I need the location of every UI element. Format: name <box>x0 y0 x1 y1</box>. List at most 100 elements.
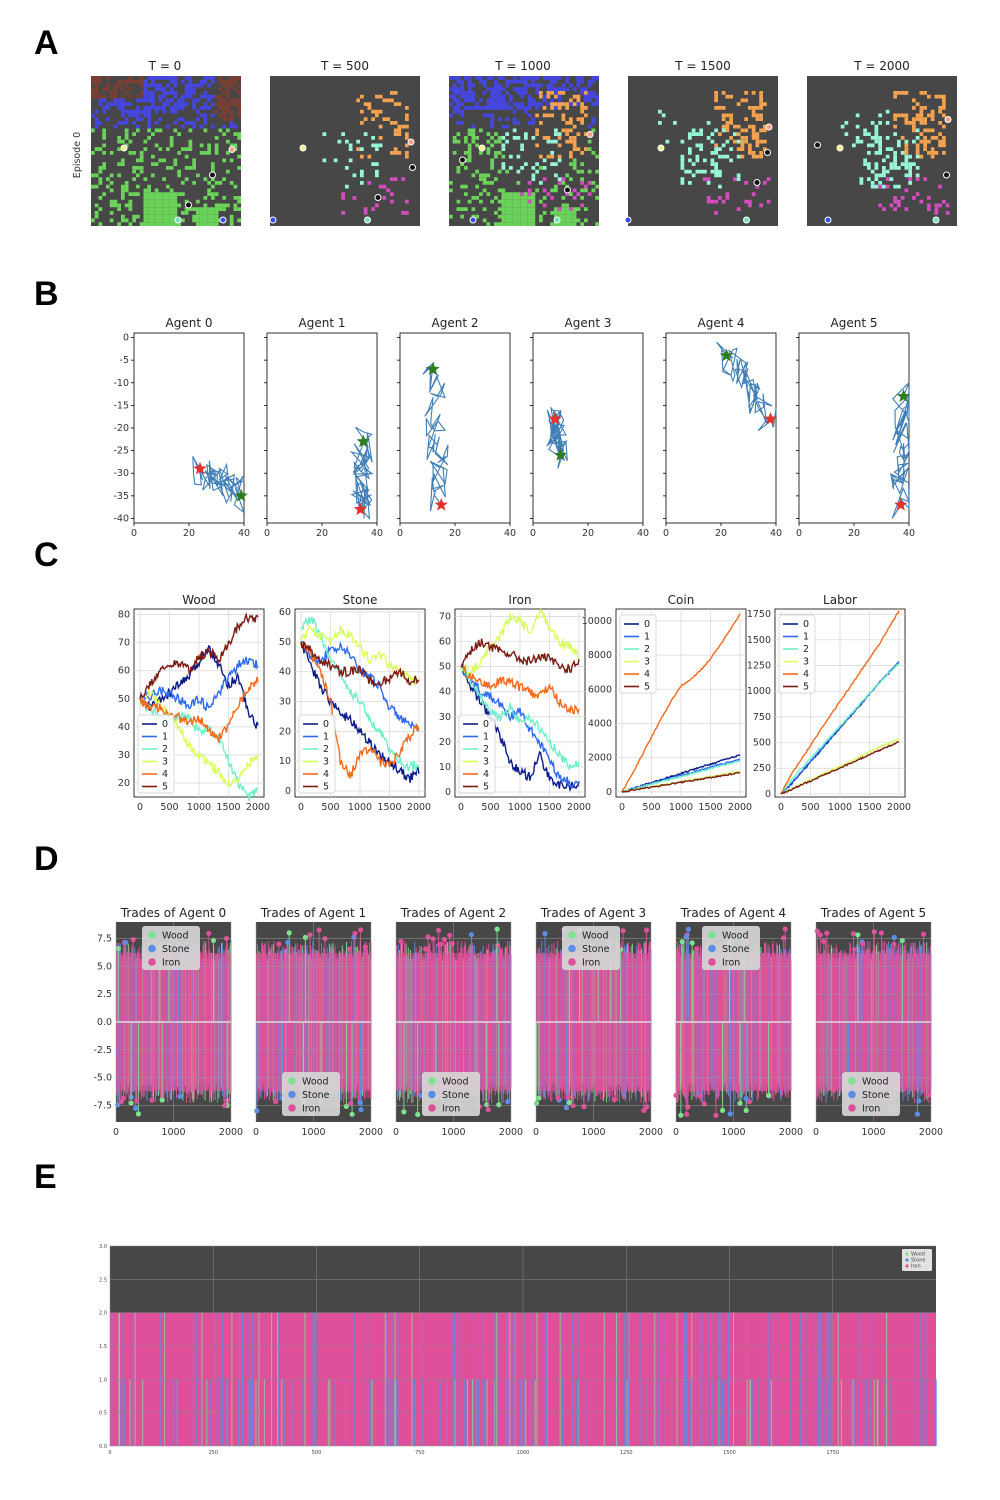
map-cell <box>867 151 871 155</box>
map-cell <box>211 76 215 80</box>
legend-marker <box>288 1090 296 1099</box>
map-cell <box>691 128 696 133</box>
map-cell <box>587 79 592 84</box>
map-cell <box>479 173 483 178</box>
map-cell <box>207 211 211 215</box>
map-cell <box>497 151 502 155</box>
map-cell <box>516 203 521 208</box>
map-cell <box>136 214 140 219</box>
map-cell <box>390 121 394 125</box>
map-cell <box>494 211 498 215</box>
map-cell <box>151 132 155 136</box>
map-cell <box>520 196 524 200</box>
map-cell <box>456 76 461 80</box>
map-cell <box>718 173 722 178</box>
map-cell <box>460 102 464 106</box>
map-cell <box>942 151 946 155</box>
agent-path-subplot: Agent 00 20 400-5-10-15-20-25-30-35-40 <box>113 316 250 539</box>
map-cell <box>184 87 189 91</box>
map-cell <box>237 199 241 204</box>
x-tick-label: 20 <box>715 528 727 539</box>
map-cell <box>557 143 562 148</box>
map-cell <box>699 143 703 148</box>
map-cell <box>475 169 479 174</box>
trade-marker <box>302 934 308 941</box>
map-cell <box>942 124 946 129</box>
map-cell <box>870 181 875 185</box>
map-cell <box>233 102 238 106</box>
map-cell <box>147 203 151 208</box>
map-cell <box>229 109 234 114</box>
agent-marker <box>836 144 844 152</box>
y-tick-label: 20 <box>279 726 291 737</box>
y-tick-label: 20 <box>439 737 451 748</box>
map-cell <box>755 139 760 144</box>
trade-marker <box>743 1095 749 1102</box>
map-cell <box>512 136 517 140</box>
map-cell <box>934 203 939 208</box>
map-cell <box>401 124 405 129</box>
agent-marker <box>185 201 192 209</box>
map-cell <box>550 91 554 95</box>
map-cell <box>557 94 562 99</box>
map-cell <box>561 203 566 208</box>
y-tick-label: 50 <box>279 637 291 648</box>
map-cell <box>229 222 234 226</box>
legend-label: 0 <box>803 619 809 630</box>
subplot-frame <box>266 332 378 524</box>
map-cell <box>855 124 860 129</box>
subplot-title: Coin <box>668 593 695 607</box>
map-cell <box>158 207 163 211</box>
map-cell <box>98 177 103 181</box>
map-cell <box>154 203 159 208</box>
map-cell <box>572 147 577 151</box>
map-cell <box>524 83 528 88</box>
map-cell <box>121 106 125 110</box>
trade-marker <box>352 930 358 936</box>
map-cell <box>132 151 136 155</box>
map-cell <box>132 132 136 136</box>
map-cell <box>188 147 193 151</box>
map-cell <box>136 109 140 114</box>
map-cell <box>591 121 596 125</box>
map-cell <box>897 184 901 189</box>
map-cell <box>569 117 573 121</box>
legend-box <box>562 926 620 970</box>
map-cell <box>121 218 125 223</box>
map-cell <box>505 211 509 215</box>
subplot-title: Stone <box>343 593 378 607</box>
map-cell <box>505 83 509 88</box>
map-cell <box>930 147 935 151</box>
map-cell <box>576 117 581 121</box>
map-cell <box>378 136 383 140</box>
legend-marker <box>708 931 716 939</box>
map-cell <box>576 147 581 151</box>
map-cell <box>501 106 506 110</box>
map-cell <box>494 139 498 144</box>
map-cell <box>486 106 491 110</box>
map-cell <box>132 169 136 174</box>
map-cell <box>158 106 163 110</box>
map-cell <box>467 143 472 148</box>
map-cell <box>680 166 685 170</box>
map-cell <box>497 94 502 99</box>
map-cell <box>94 117 99 121</box>
map-cell <box>565 76 569 80</box>
map-cell <box>121 162 125 166</box>
map-cell <box>401 177 405 181</box>
agent-trajectory <box>889 382 911 519</box>
map-cell <box>121 121 125 125</box>
map-cell <box>128 199 133 204</box>
agent-marker <box>943 171 950 179</box>
map-cell <box>184 94 189 99</box>
map-cell <box>550 139 554 144</box>
map-cell <box>154 188 159 193</box>
map-cell <box>744 139 748 144</box>
agent-path-subplot: Agent 10 20 40 <box>264 316 383 539</box>
map-cell <box>725 94 730 99</box>
map-cell <box>535 132 539 136</box>
map-cell <box>580 76 584 80</box>
map-cell <box>452 151 457 155</box>
map-cell <box>173 199 178 204</box>
